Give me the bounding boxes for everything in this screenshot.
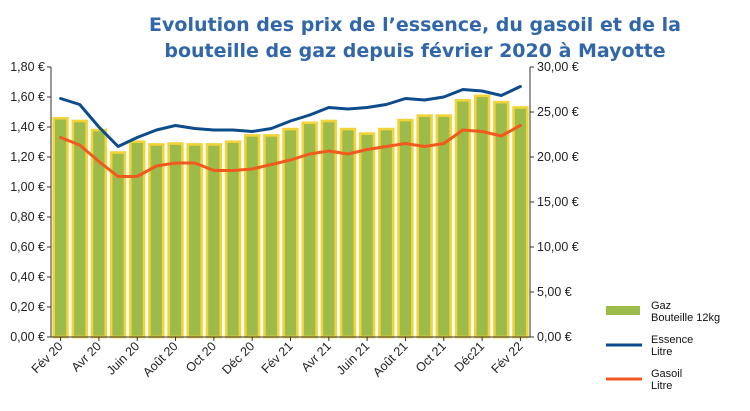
legend-label: Gasoil <box>651 368 682 380</box>
x-tick-label: Avr 20 <box>69 339 104 374</box>
gaz-bar <box>148 143 165 339</box>
gaz-bar <box>454 99 472 339</box>
x-tick-label: Fév 22 <box>489 339 526 376</box>
gaz-bar <box>378 127 395 339</box>
y-right-tick-label: 5,00 € <box>537 285 572 299</box>
gaz-bar <box>320 119 338 339</box>
gaz-bar <box>71 119 88 339</box>
x-tick-label: Déc 20 <box>219 339 257 377</box>
gaz-bar <box>109 151 127 339</box>
gaz-bar <box>167 142 184 339</box>
gaz-bar <box>52 117 69 339</box>
legend-label: Litre <box>651 380 672 392</box>
legend-swatch-gaz <box>606 306 640 315</box>
essence-line <box>59 85 522 148</box>
plot-area: 0,00 € 0,20 € 0,40 € 0,60 € 0,80 € 1,00 € 1,20… <box>10 60 579 380</box>
gaz-bar <box>243 134 261 339</box>
x-tick-label: Juin 21 <box>334 339 372 377</box>
x-tick-label: Fév 20 <box>29 339 66 376</box>
x-tick-label: Déc21 <box>452 339 487 374</box>
legend-label: Bouteille 12kg <box>651 312 720 324</box>
gaz-bar <box>339 127 357 339</box>
gaz-bar <box>397 118 414 339</box>
x-tick-label: Oct 21 <box>413 339 449 375</box>
y-right-tick-label: 0,00 € <box>537 330 572 344</box>
gaz-bar <box>435 114 452 339</box>
y-left-tick-label: 0,20 € <box>10 300 45 314</box>
legend-label: Essence <box>651 334 693 346</box>
y-right-tick-label: 15,00 € <box>537 195 579 209</box>
x-tick-label: Août 20 <box>140 339 180 379</box>
x-tick-label: Juin 20 <box>104 339 142 377</box>
y-left-tick-label: 1,80 € <box>10 60 45 74</box>
y-right-tick-label: 10,00 € <box>537 240 579 254</box>
x-tick-label: Oct 20 <box>183 339 219 375</box>
gaz-bar <box>416 114 433 339</box>
y-left-tick-label: 0,40 € <box>10 270 45 284</box>
y-right-tick-label: 20,00 € <box>537 150 579 164</box>
gaz-bar <box>129 140 146 339</box>
y-left-tick-label: 1,20 € <box>10 150 45 164</box>
chart-title: Evolution des prix de l’essence, du gaso… <box>149 14 681 62</box>
y-left-tick-label: 0,60 € <box>10 240 45 254</box>
y-left-tick-label: 1,40 € <box>10 120 45 134</box>
legend-label: Gaz <box>651 300 671 312</box>
y-left-tick-label: 1,60 € <box>10 90 45 104</box>
x-tick-label: Fév 21 <box>259 339 296 376</box>
gaz-bar <box>358 132 376 339</box>
gaz-bar <box>186 143 203 339</box>
gaz-bar <box>512 106 529 339</box>
y-right-tick-label: 30,00 € <box>537 60 579 74</box>
x-tick-label: Avr 21 <box>299 339 334 374</box>
x-tick-label: Août 21 <box>370 339 410 379</box>
legend-label: Litre <box>651 346 672 358</box>
y-left-tick-label: 1,00 € <box>10 180 45 194</box>
y-left-tick-label: 0,80 € <box>10 210 45 224</box>
gaz-bar <box>205 143 223 339</box>
y-right-tick-label: 25,00 € <box>537 105 579 119</box>
gasoil-line <box>59 124 522 178</box>
y-left-tick-label: 0,00 € <box>10 330 45 344</box>
